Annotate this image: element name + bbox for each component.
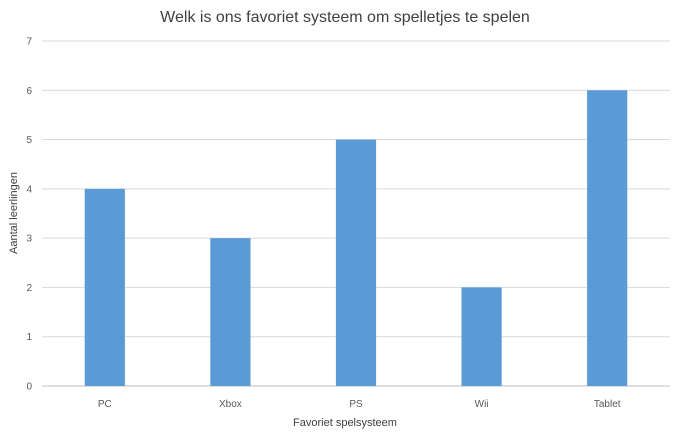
bar-ps [335, 139, 377, 386]
y-tick-label: 7 [26, 37, 32, 48]
y-tick-label: 1 [26, 332, 32, 343]
x-tick-label: PS [349, 399, 363, 410]
bar-wii [461, 287, 502, 386]
y-tick-label: 0 [26, 382, 32, 393]
x-tick-label: Xbox [219, 399, 242, 410]
x-tick-label: PC [98, 399, 112, 410]
x-axis-title: Favoriet spelsysteem [293, 417, 397, 429]
x-axis-ticks: PC Xbox PS Wii Tablet [98, 399, 621, 410]
y-tick-label: 3 [26, 234, 32, 245]
y-axis-title: Aantal leerlingen [8, 172, 20, 254]
bar-xbox [210, 238, 251, 386]
y-axis-ticks: 0 1 2 3 4 5 6 7 [26, 37, 32, 393]
y-tick-label: 6 [26, 86, 32, 97]
y-tick-label: 4 [26, 184, 32, 195]
y-tick-label: 2 [26, 283, 32, 294]
bar-tablet [587, 90, 628, 387]
bars [84, 90, 628, 387]
chart-title: Welk is ons favoriet systeem om spelletj… [160, 9, 530, 26]
x-tick-label: Tablet [594, 399, 621, 410]
y-tick-label: 5 [26, 135, 32, 146]
bar-pc [84, 188, 125, 386]
x-tick-label: Wii [475, 399, 489, 410]
